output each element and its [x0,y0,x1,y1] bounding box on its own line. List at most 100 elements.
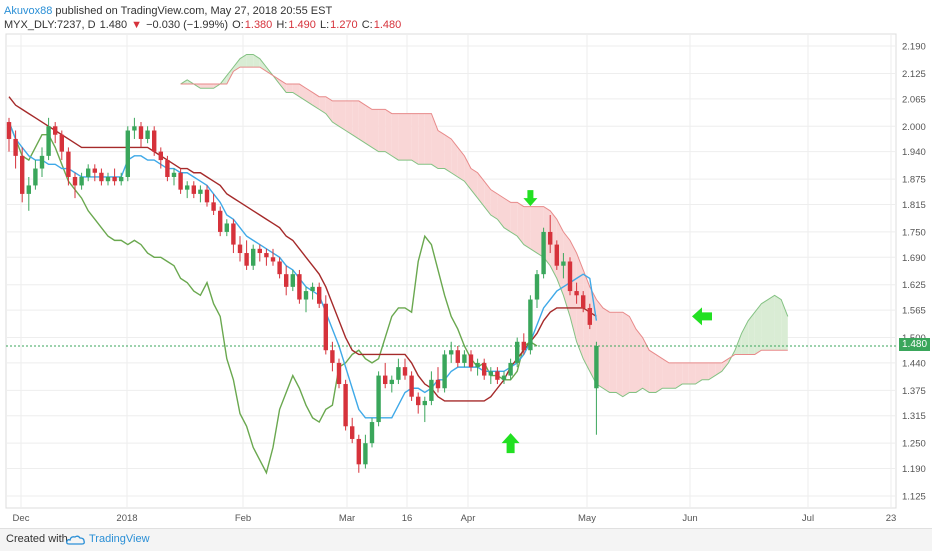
candle-body-60 [402,367,408,376]
down-arrow-icon: ▼ [131,19,143,31]
candle-body-17 [119,176,124,182]
cloud-segment-34 [405,113,412,161]
created-with-text: Created with [6,533,68,545]
indicator-lines [6,53,896,475]
plot-frame [5,33,897,509]
candle-body-57 [383,375,388,385]
tradingview-link[interactable]: TradingView [89,533,150,545]
y-tick-label-4: 1.940 [902,147,926,158]
low-value: 1.270 [330,19,358,31]
cloud-segment-30 [378,109,386,152]
cloud-segment-75 [675,362,683,389]
cloud-segment-36 [418,113,425,165]
candle-body-14 [99,172,104,182]
annotations [501,190,712,454]
y-tick-label-10: 1.565 [902,306,926,317]
y-tick-label-17: 1.125 [902,492,926,503]
cloud-segment-10 [246,54,254,68]
y-tick-label-5: 1.875 [902,175,926,186]
chart-header: Akuvox88 published on TradingView.com, M… [4,4,402,32]
cloud-segment-60 [576,253,584,359]
candle-body-66 [442,354,447,389]
author-link[interactable]: Akuvox88 [4,5,53,17]
last-price: 1.480 [99,19,128,31]
x-tick-label-0: Dec [13,513,30,524]
cloud-segment-45 [477,172,485,207]
x-tick-label-9: 23 [886,513,897,524]
chikou-span-line [8,121,538,475]
candle-body-87 [581,295,586,308]
candle-body-89 [594,346,599,389]
candle-body-83 [554,244,559,266]
cloud-segment-76 [682,362,689,385]
candle-body-1 [13,138,18,156]
cloud-segment-73 [662,358,669,389]
arrow-down-marker [523,190,538,207]
close-value: 1.480 [373,19,402,31]
candle-body-45 [303,291,309,300]
cloud-segment-15 [279,79,287,93]
candle-body-81 [541,231,546,275]
kijun-sen-line [8,96,597,402]
cloud-segment-27 [358,100,366,144]
candle-body-44 [297,274,302,300]
candle-body-67 [449,350,454,355]
candle-body-23 [158,151,163,161]
candlesticks [6,117,599,473]
candle-body-4 [33,168,38,186]
candle-body-82 [548,231,553,245]
candle-body-84 [561,261,566,266]
candle-body-75 [501,375,507,380]
cloud-segment-40 [444,134,452,173]
candle-body-78 [521,341,526,351]
arrow-up-marker [501,433,520,454]
candle-body-30 [204,189,210,203]
candle-body-3 [26,185,31,194]
cloud-segment-86 [748,312,755,355]
candle-body-8 [59,134,64,152]
cloud-segment-11 [253,54,260,68]
cloud-segment-33 [398,113,405,161]
candle-body-46 [310,286,315,292]
candle-body-51 [343,384,348,427]
y-tick-label-7: 1.750 [902,227,926,238]
y-tick-label-8: 1.690 [902,253,926,264]
candle-body-48 [323,303,328,351]
candle-body-37 [251,248,256,266]
candle-body-61 [409,375,414,397]
cloud-segment-88 [761,299,768,351]
candle-body-19 [132,126,137,131]
cloud-segment-71 [649,350,656,393]
cloud-segment-42 [457,147,465,182]
y-tick-label-14: 1.315 [902,411,926,422]
y-tick-label-2: 2.065 [902,94,926,105]
cloud-segment-48 [497,193,504,228]
cloud-segment-3 [200,84,207,89]
cloud-segment-79 [702,362,709,380]
x-axis[interactable]: Dec 2018 Feb Mar 16 Apr May Jun Jul 23 [13,513,897,524]
cloud-segment-43 [464,155,471,190]
candle-body-10 [72,176,78,186]
candle-body-49 [330,350,335,363]
cloud-segment-28 [365,105,372,148]
candle-body-15 [105,176,111,182]
candle-body-9 [66,151,71,177]
candle-body-34 [231,223,236,245]
candle-body-25 [171,172,177,177]
candle-body-11 [79,176,84,186]
tradingview-cloud-icon [66,535,85,545]
candle-body-71 [475,362,480,368]
candle-body-24 [165,160,170,177]
cloud-segment-51 [517,202,524,245]
ichimoku-cloud [180,54,788,397]
cloud-segment-31 [385,109,392,156]
cloud-segment-22 [325,96,333,123]
senkou-span-a-line [180,53,789,398]
close-label: C: [361,19,373,31]
candle-body-58 [389,379,394,385]
ichimoku-chart[interactable]: 2.190 2.125 2.065 2.000 1.940 1.875 1.815 1.750… [0,0,932,528]
cloud-segment-57 [556,219,564,296]
y-axis[interactable]: 2.190 2.125 2.065 2.000 1.940 1.875 1.815 1.750… [902,42,926,503]
cloud-segment-85 [741,320,749,355]
candle-body-26 [178,172,183,190]
